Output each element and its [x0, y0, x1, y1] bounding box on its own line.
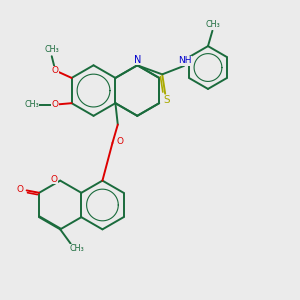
Text: CH₃: CH₃ — [24, 100, 39, 109]
Text: O: O — [52, 66, 59, 75]
Text: CH₃: CH₃ — [44, 45, 59, 54]
Text: CH₃: CH₃ — [70, 244, 85, 253]
Text: O: O — [52, 100, 58, 109]
Text: NH: NH — [178, 56, 192, 65]
Text: S: S — [164, 95, 170, 105]
Text: O: O — [16, 185, 24, 194]
Text: O: O — [116, 137, 123, 146]
Text: N: N — [134, 55, 141, 65]
Text: CH₃: CH₃ — [206, 20, 221, 29]
Text: O: O — [50, 175, 57, 184]
